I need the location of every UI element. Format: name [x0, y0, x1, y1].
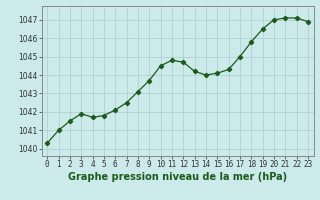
X-axis label: Graphe pression niveau de la mer (hPa): Graphe pression niveau de la mer (hPa)	[68, 172, 287, 182]
